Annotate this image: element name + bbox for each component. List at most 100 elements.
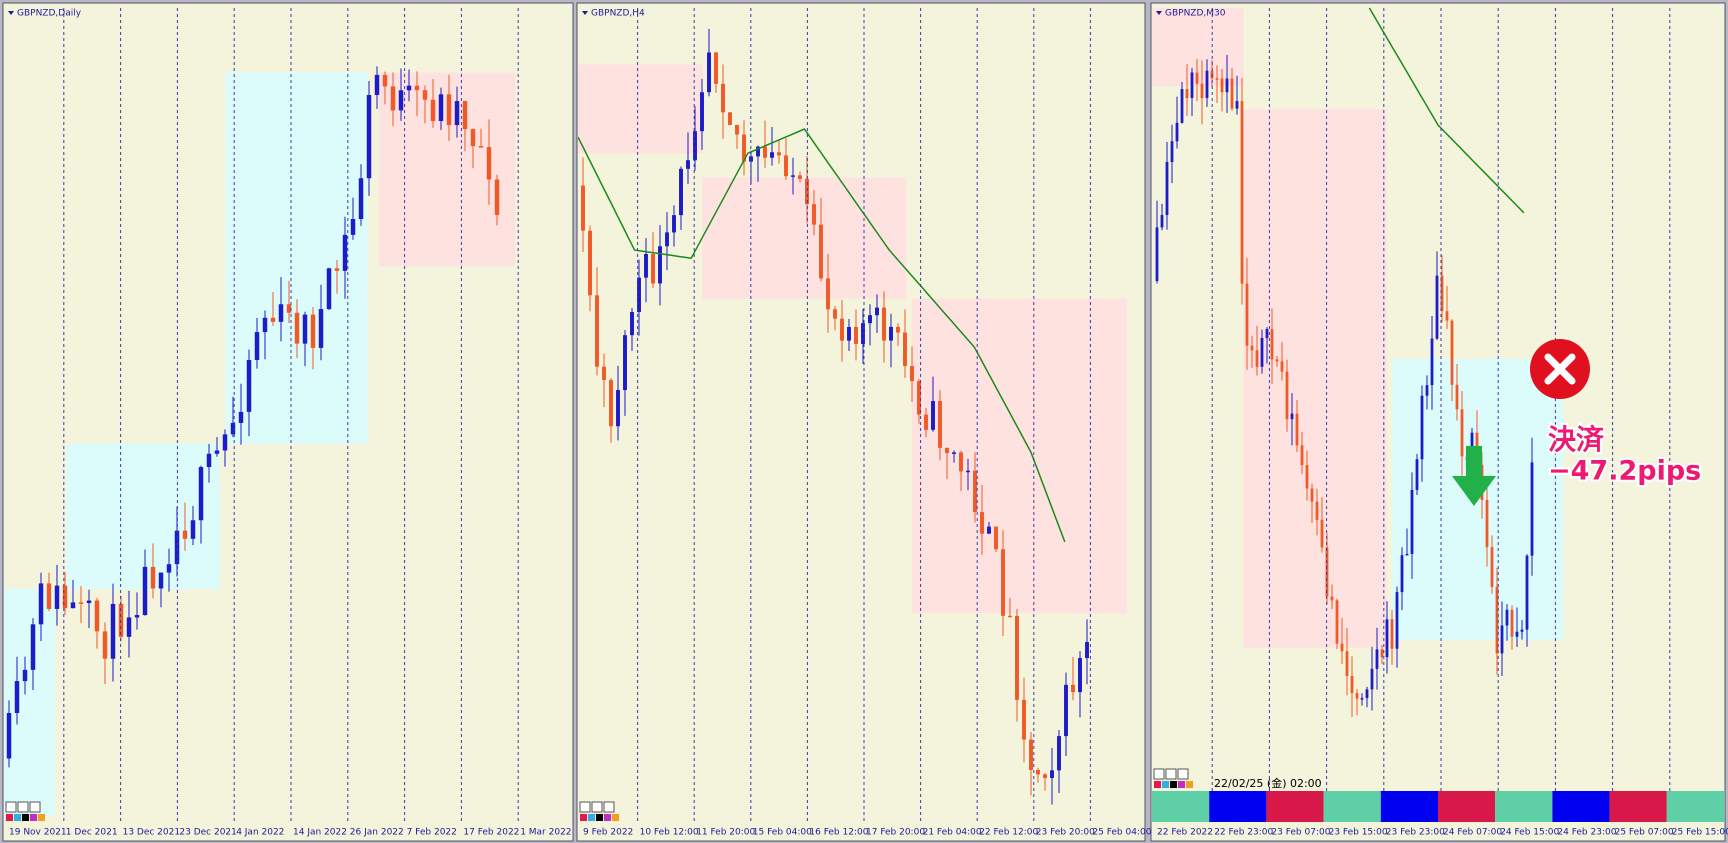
candle-body xyxy=(1260,338,1264,367)
candle-body xyxy=(1375,649,1379,669)
candle-body xyxy=(406,85,412,91)
candle-body xyxy=(616,390,620,427)
toolbar-swatch xyxy=(588,814,595,821)
candle-body xyxy=(478,146,484,148)
candle-body xyxy=(1385,619,1389,658)
candle-body xyxy=(1310,488,1314,502)
x-axis-label: 22 Feb 12:00 xyxy=(979,828,1038,838)
session-block xyxy=(1380,791,1438,822)
candle-body xyxy=(882,307,886,341)
x-axis-label: 7 Feb 2022 xyxy=(407,828,457,838)
candle-body xyxy=(1029,739,1033,770)
candle-body xyxy=(94,600,100,632)
toolbar-button xyxy=(17,801,29,813)
candle-body xyxy=(742,134,746,162)
candle-body xyxy=(700,92,704,132)
chart-panel: 19 Nov 2021 1 Dec 2021 13 Dec 2021 23 Dec 2… xyxy=(2,2,574,842)
candle-body xyxy=(390,86,396,111)
candle-body xyxy=(672,215,676,233)
session-block xyxy=(1438,791,1496,822)
candle-body xyxy=(763,146,767,158)
toolbar-button xyxy=(603,801,615,813)
candle-body xyxy=(382,74,388,87)
session-block xyxy=(1666,791,1724,822)
candle-body xyxy=(644,254,648,278)
candle-body xyxy=(150,566,156,589)
candle-body xyxy=(1390,619,1394,649)
candle-body xyxy=(805,178,809,205)
candle-body xyxy=(126,617,132,637)
candle-body xyxy=(693,131,697,161)
x-axis-label: 13 Dec 2021 xyxy=(123,828,181,838)
trade-annotation: 決済 −47.2pips xyxy=(1452,339,1703,506)
candle-body xyxy=(22,669,28,682)
candle-body xyxy=(142,566,148,616)
session-block xyxy=(1609,791,1667,822)
candle-body xyxy=(1078,658,1082,693)
candle-body xyxy=(182,530,188,539)
session-block xyxy=(1495,791,1553,822)
x-axis-label: 25 Feb 07:00 xyxy=(1615,828,1674,838)
candle-body xyxy=(1220,78,1224,93)
candle-body xyxy=(1022,699,1026,740)
candle-body xyxy=(494,179,500,216)
x-axis-label: 24 Feb 15:00 xyxy=(1500,828,1559,838)
candle-body xyxy=(952,452,956,454)
title-arrow xyxy=(582,11,588,15)
title-arrow xyxy=(1156,11,1162,15)
candle-body xyxy=(707,52,711,93)
candle-body xyxy=(756,146,760,157)
candle-body xyxy=(1015,615,1019,700)
candle-body xyxy=(1485,499,1489,548)
candle-body xyxy=(246,359,252,412)
candle-body xyxy=(1500,625,1504,654)
sell-arrow xyxy=(1452,446,1496,506)
candle-body xyxy=(1440,275,1444,312)
candle-body xyxy=(938,400,942,448)
candle-body xyxy=(1250,345,1254,351)
candle-body xyxy=(278,304,284,322)
candle-body xyxy=(679,168,683,216)
toolbar-swatch xyxy=(30,814,37,821)
session-block xyxy=(1152,791,1210,822)
candle-body xyxy=(602,366,606,381)
candle-body xyxy=(1230,78,1234,109)
x-axis-label: 15 Feb 04:00 xyxy=(753,828,812,838)
candle-body xyxy=(875,307,879,316)
candle-body xyxy=(714,52,718,84)
x-axis-label: 10 Feb 12:00 xyxy=(640,828,699,838)
panel-title: GBPNZD,H4 xyxy=(591,9,645,19)
x-axis-label: 22 Feb 23:00 xyxy=(1214,828,1273,838)
candle-body xyxy=(1036,769,1040,775)
candle-body xyxy=(174,530,180,565)
panel-title: GBPNZD,Daily xyxy=(17,9,82,19)
candle-body xyxy=(637,277,641,313)
candle-body xyxy=(1370,668,1374,690)
moving-average xyxy=(1368,7,1525,214)
close-icon-cross xyxy=(1544,353,1576,385)
candle-body xyxy=(1365,689,1369,699)
candle-body xyxy=(854,326,858,344)
x-axis-label: 23 Feb 23:00 xyxy=(1386,828,1445,838)
candle-body xyxy=(966,470,970,473)
candle-body xyxy=(833,309,837,319)
x-axis-label: 1 Mar 2022 xyxy=(520,828,571,838)
candle-body xyxy=(1280,361,1284,372)
candle-body xyxy=(1360,698,1364,700)
candle-body xyxy=(1265,328,1269,339)
candle-body xyxy=(1505,609,1509,626)
candle-body xyxy=(1305,465,1309,489)
x-axis-label: 4 Jan 2022 xyxy=(236,828,284,838)
candle-body xyxy=(1180,89,1184,123)
session-block xyxy=(1552,791,1610,822)
candle-body xyxy=(342,234,348,271)
candle-body xyxy=(658,246,662,284)
candle-body xyxy=(430,99,436,122)
candle-body xyxy=(861,323,865,344)
x-axis-label: 19 Nov 2021 xyxy=(9,828,67,838)
toolbar-button xyxy=(29,801,41,813)
toolbar-button xyxy=(1165,768,1177,780)
toolbar-button xyxy=(579,801,591,813)
